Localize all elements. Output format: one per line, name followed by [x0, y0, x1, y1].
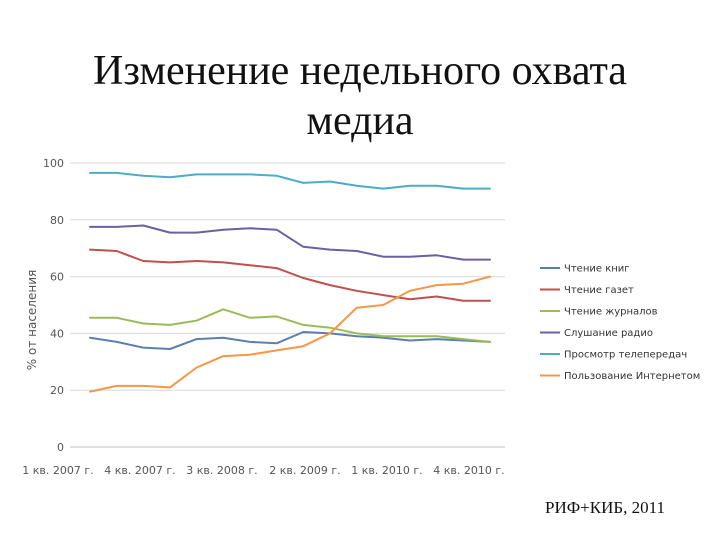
series-line-4: [89, 224, 491, 261]
legend-entry: Просмотр телепередач: [564, 350, 687, 361]
legend-entry: Слушание радио: [564, 328, 653, 339]
y-tick-label: 20: [50, 384, 64, 397]
y-tick-label: 80: [50, 214, 64, 227]
series-line-2: [89, 248, 491, 302]
footer-source: РИФ+КИБ, 2011: [545, 498, 665, 517]
y-tick-label: 0: [57, 441, 64, 454]
slide-title-line2: медиа: [306, 98, 414, 144]
y-tick-label: 60: [50, 271, 64, 284]
x-tick-label: 4 кв. 2010 г.: [433, 464, 504, 477]
x-tick-label: 3 кв. 2008 г.: [186, 464, 257, 477]
legend-entry: Чтение газет: [564, 285, 634, 296]
y-axis-label: % от населения: [25, 270, 39, 370]
series-line-6: [89, 275, 491, 393]
y-tick-label: 40: [50, 327, 64, 340]
x-tick-label: 1 кв. 2010 г.: [351, 464, 422, 477]
slide-title: Изменение недельного охвата медиа: [60, 46, 660, 146]
legend-entry: Чтение книг: [564, 264, 630, 275]
y-tick-label: 100: [43, 157, 64, 170]
series-line-3: [89, 308, 491, 343]
series-line-5: [89, 171, 491, 190]
x-tick-label: 2 кв. 2009 г.: [269, 464, 340, 477]
x-tick-label: 1 кв. 2007 г.: [22, 464, 93, 477]
series-line-1: [89, 331, 491, 350]
x-tick-label: 4 кв. 2007 г.: [104, 464, 175, 477]
legend-entry: Пользование Интернетом: [564, 371, 700, 382]
legend-entry: Чтение журналов: [564, 307, 658, 318]
slide-title-line1: Изменение недельного охвата: [93, 48, 627, 94]
